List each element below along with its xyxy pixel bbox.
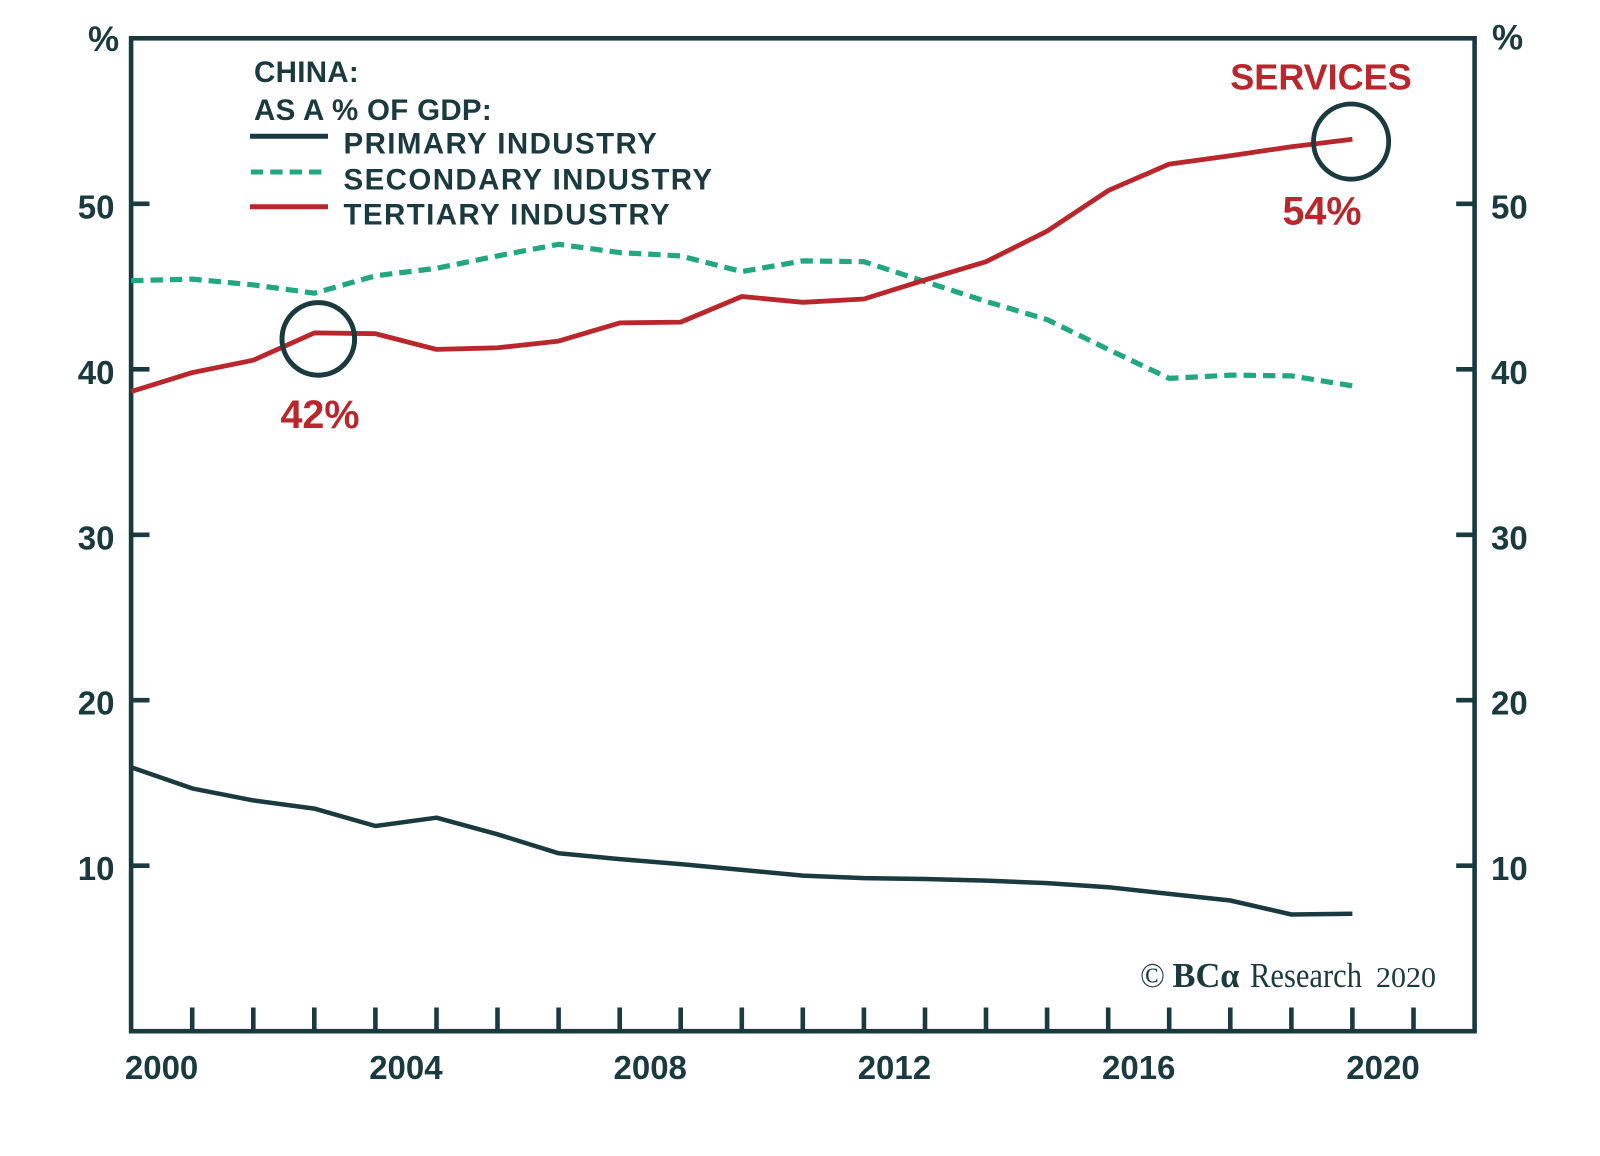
svg-text:%: %	[88, 20, 119, 59]
svg-text:20: 20	[78, 685, 115, 722]
svg-text:42%: 42%	[280, 393, 359, 437]
svg-text:10: 10	[78, 850, 115, 887]
svg-text:SERVICES: SERVICES	[1230, 57, 1411, 98]
svg-text:10: 10	[1491, 850, 1528, 887]
svg-text:50: 50	[1491, 188, 1528, 225]
svg-text:2016: 2016	[1102, 1049, 1175, 1086]
svg-text:AS A % OF GDP:: AS A % OF GDP:	[254, 94, 492, 127]
svg-text:%: %	[1492, 19, 1523, 58]
svg-text:CHINA:: CHINA:	[254, 56, 359, 89]
svg-text:30: 30	[78, 519, 115, 556]
svg-text:PRIMARY INDUSTRY: PRIMARY INDUSTRY	[344, 128, 659, 161]
svg-text:TERTIARY INDUSTRY: TERTIARY INDUSTRY	[344, 199, 672, 232]
svg-text:2012: 2012	[858, 1049, 931, 1086]
svg-text:40: 40	[78, 354, 115, 391]
svg-text:50: 50	[78, 188, 115, 225]
svg-text:2004: 2004	[369, 1049, 443, 1086]
svg-text:20: 20	[1491, 685, 1528, 722]
svg-text:2020: 2020	[1346, 1049, 1419, 1086]
svg-text:54%: 54%	[1282, 190, 1361, 234]
svg-text:2008: 2008	[613, 1049, 686, 1086]
svg-text:40: 40	[1491, 354, 1528, 391]
svg-text:SECONDARY INDUSTRY: SECONDARY INDUSTRY	[344, 163, 714, 196]
svg-text:30: 30	[1491, 519, 1528, 556]
svg-text:2000: 2000	[125, 1049, 198, 1086]
